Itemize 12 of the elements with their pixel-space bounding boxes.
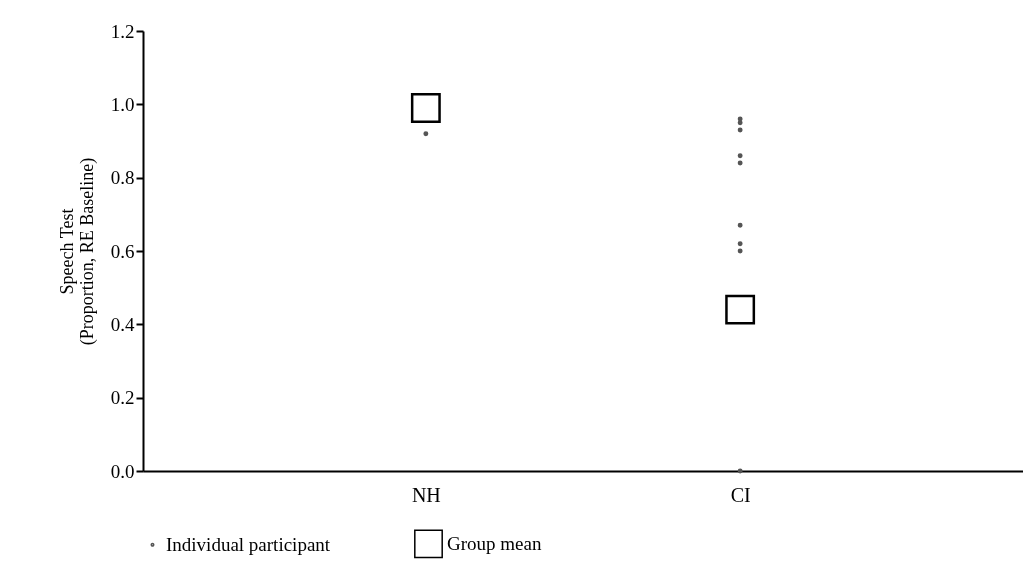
y-tick-label: 0.6 (110, 240, 135, 262)
x-tick-label: CI (730, 483, 751, 506)
x-tick-label: NH (411, 483, 441, 506)
y-tick-label: 0.2 (110, 387, 135, 409)
y-tick-label: 0.0 (110, 460, 135, 482)
legend-label: Individual participant (166, 533, 331, 555)
y-axis-title: Speech Test (Proportion, RE Baseline) (56, 157, 98, 346)
y-tick-label: 0.4 (110, 313, 135, 335)
legend-label: Group mean (447, 532, 542, 554)
y-tick-label: 0.8 (110, 167, 135, 189)
y-tick-label: 1.2 (110, 20, 135, 42)
y-tick-label: 1.0 (110, 93, 135, 115)
